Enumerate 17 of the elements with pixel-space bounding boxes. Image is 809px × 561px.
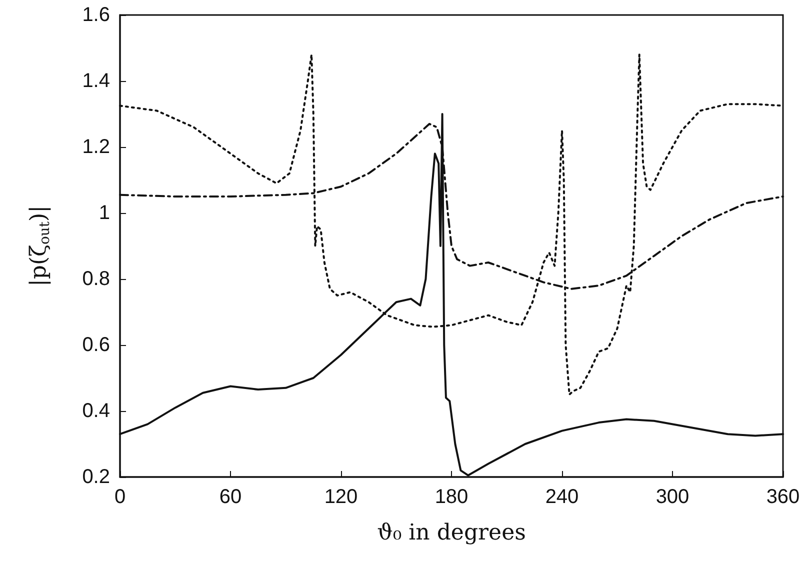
x-tick-label: 240 [545,486,579,508]
x-tick-label: 0 [114,486,126,508]
x-tick-label: 60 [219,486,242,508]
y-tick-label: 0.6 [82,334,110,356]
y-tick-label: 1 [98,202,110,224]
y-tick-label: 0.4 [82,400,110,422]
y-tick-label: 0.8 [82,268,110,290]
y-tick-label: 1.6 [82,4,110,26]
x-tick-label: 300 [656,486,690,508]
y-tick-label: 1.2 [82,136,110,158]
x-tick-label: 180 [434,486,468,508]
y-tick-label: 0.2 [82,466,110,488]
y-axis-title: |p(ζout)| [26,205,53,287]
x-tick-label: 360 [766,486,800,508]
y-tick-label: 1.4 [82,70,110,92]
x-tick-label: 120 [324,486,358,508]
x-axis-title: ϑ₀ in degrees [377,520,526,546]
